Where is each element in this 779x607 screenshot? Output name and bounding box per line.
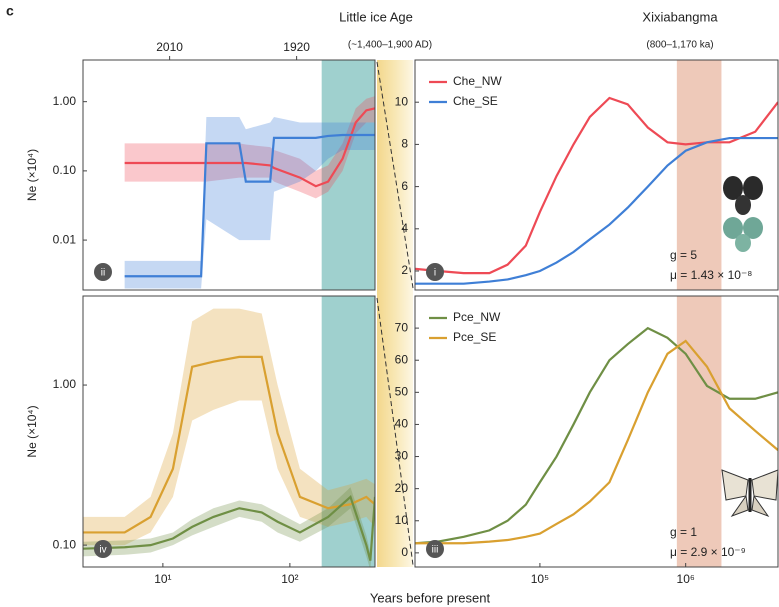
y-tick-label: 20 — [395, 481, 409, 495]
plot-frame — [82, 295, 376, 568]
y-tick-label: 0 — [401, 545, 408, 559]
y-tick-label: 8 — [401, 137, 408, 151]
panel-badge — [426, 540, 444, 558]
panel-letter: c — [6, 3, 14, 19]
series-line — [415, 339, 778, 545]
plot-area — [415, 296, 778, 567]
x-tick-label: 10¹ — [154, 572, 171, 586]
panel-label: iv — [99, 545, 106, 556]
y-tick-label: 2 — [401, 263, 408, 277]
y-tick-label: 10 — [395, 94, 409, 108]
y-tick-label: 6 — [401, 179, 408, 193]
y-tick-label: 1.00 — [53, 377, 77, 391]
beetle-icon — [723, 176, 763, 252]
plot-area — [124, 60, 375, 290]
y-tick-label: 1.00 — [53, 94, 77, 108]
plot-frame — [414, 59, 779, 291]
confidence-band — [83, 308, 375, 546]
legend-label: Pce_NW — [453, 310, 501, 324]
annotation: μ = 1.43 × 10⁻⁸ — [670, 268, 752, 282]
y-tick-label: 0.10 — [53, 163, 77, 177]
panel-badge — [94, 263, 112, 281]
plot-frame — [414, 295, 779, 568]
gap-strip — [377, 60, 413, 567]
series-line — [415, 326, 778, 545]
x-axis-title: Years before present — [370, 590, 491, 605]
panel-badge — [94, 540, 112, 558]
annotation: g = 1 — [670, 525, 697, 539]
confidence-band — [124, 96, 375, 199]
series-line — [83, 355, 375, 534]
x-tick-label: 10⁶ — [677, 572, 695, 586]
panel-label: iii — [432, 545, 439, 556]
y-tick-label: 0.01 — [53, 232, 77, 246]
top-tick-label: 2010 — [156, 40, 183, 54]
panel-label: i — [434, 268, 436, 279]
series-line — [83, 494, 375, 561]
right-title: Xixiabangma — [642, 9, 718, 24]
y-tick-label: 50 — [395, 384, 409, 398]
annotation: g = 5 — [670, 248, 697, 262]
y-tick-label: 4 — [401, 221, 408, 235]
plot-frame — [82, 59, 376, 291]
plot-area — [83, 296, 375, 567]
y-axis-title: Ne (×10⁴) — [25, 405, 39, 457]
x-tick-label: 10⁵ — [531, 572, 549, 586]
annotation: μ = 2.9 × 10⁻⁹ — [670, 545, 746, 559]
legend-label: Che_NW — [453, 74, 502, 88]
series-line — [124, 133, 375, 278]
butterfly-icon — [721, 469, 779, 518]
connector — [376, 297, 414, 566]
legend-label: Che_SE — [453, 94, 498, 108]
connector — [376, 61, 414, 289]
y-tick-label: 30 — [395, 449, 409, 463]
right-subtitle: (800–1,170 ka) — [646, 40, 713, 51]
left-subtitle: (~1,400–1,900 AD) — [348, 40, 432, 51]
plot-area — [415, 60, 778, 290]
confidence-band — [124, 117, 375, 289]
period-shade — [676, 60, 722, 290]
confidence-band — [83, 487, 375, 567]
period-shade — [321, 60, 375, 290]
left-title: Little ice Age — [339, 9, 413, 24]
x-tick-label: 10² — [281, 572, 298, 586]
legend-label: Pce_SE — [453, 330, 496, 344]
y-tick-label: 40 — [395, 417, 409, 431]
y-tick-label: 70 — [395, 320, 409, 334]
panel-badge — [426, 263, 444, 281]
period-shade — [321, 296, 375, 567]
y-axis-title: Ne (×10⁴) — [25, 149, 39, 201]
top-tick-label: 1920 — [283, 40, 310, 54]
panel-label: ii — [101, 268, 105, 279]
y-tick-label: 60 — [395, 352, 409, 366]
series-line — [415, 136, 778, 285]
y-tick-label: 10 — [395, 513, 409, 527]
y-tick-label: 0.10 — [53, 537, 77, 551]
